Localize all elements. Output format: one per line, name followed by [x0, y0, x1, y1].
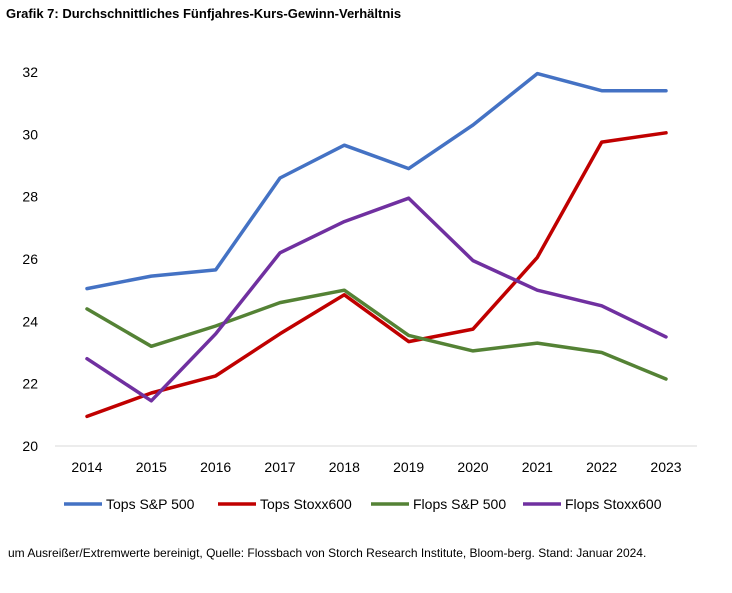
y-tick-label: 26: [22, 251, 38, 267]
y-tick-label: 20: [22, 438, 38, 454]
x-tick-label: 2023: [650, 459, 681, 475]
series-line: [85, 196, 668, 403]
x-tick-label: 2018: [329, 459, 360, 475]
legend-label: Tops Stoxx600: [260, 496, 352, 512]
legend-label: Tops S&P 500: [106, 496, 195, 512]
source-footnote: um Ausreißer/Extremwerte bereinigt, Quel…: [8, 546, 647, 560]
x-tick-label: 2020: [457, 459, 488, 475]
x-tick-label: 2019: [393, 459, 424, 475]
legend-item: Flops Stoxx600: [523, 496, 662, 512]
y-tick-label: 24: [22, 313, 38, 329]
legend-item: Tops Stoxx600: [218, 496, 352, 512]
legend-item: Tops S&P 500: [64, 496, 195, 512]
chart-title: Grafik 7: Durchschnittliches Fünfjahres-…: [6, 6, 402, 21]
x-tick-label: 2015: [136, 459, 167, 475]
legend-label: Flops Stoxx600: [565, 496, 662, 512]
y-tick-label: 32: [22, 64, 38, 80]
x-tick-label: 2014: [71, 459, 102, 475]
x-tick-label: 2016: [200, 459, 231, 475]
chart-legend: Tops S&P 500 Tops Stoxx600 Flops S&P 500 Fl…: [64, 496, 662, 512]
y-tick-label: 22: [22, 376, 38, 392]
series-line: [85, 131, 668, 419]
legend-label: Flops S&P 500: [413, 496, 506, 512]
chart-series: [85, 71, 668, 419]
legend-item: Flops S&P 500: [371, 496, 506, 512]
x-tick-label: 2022: [586, 459, 617, 475]
x-tick-label: 2017: [264, 459, 295, 475]
x-tick-label: 2021: [522, 459, 553, 475]
series-line: [85, 71, 668, 291]
y-tick-label: 28: [22, 189, 38, 205]
series-line: [85, 288, 668, 381]
y-tick-label: 30: [22, 126, 38, 142]
